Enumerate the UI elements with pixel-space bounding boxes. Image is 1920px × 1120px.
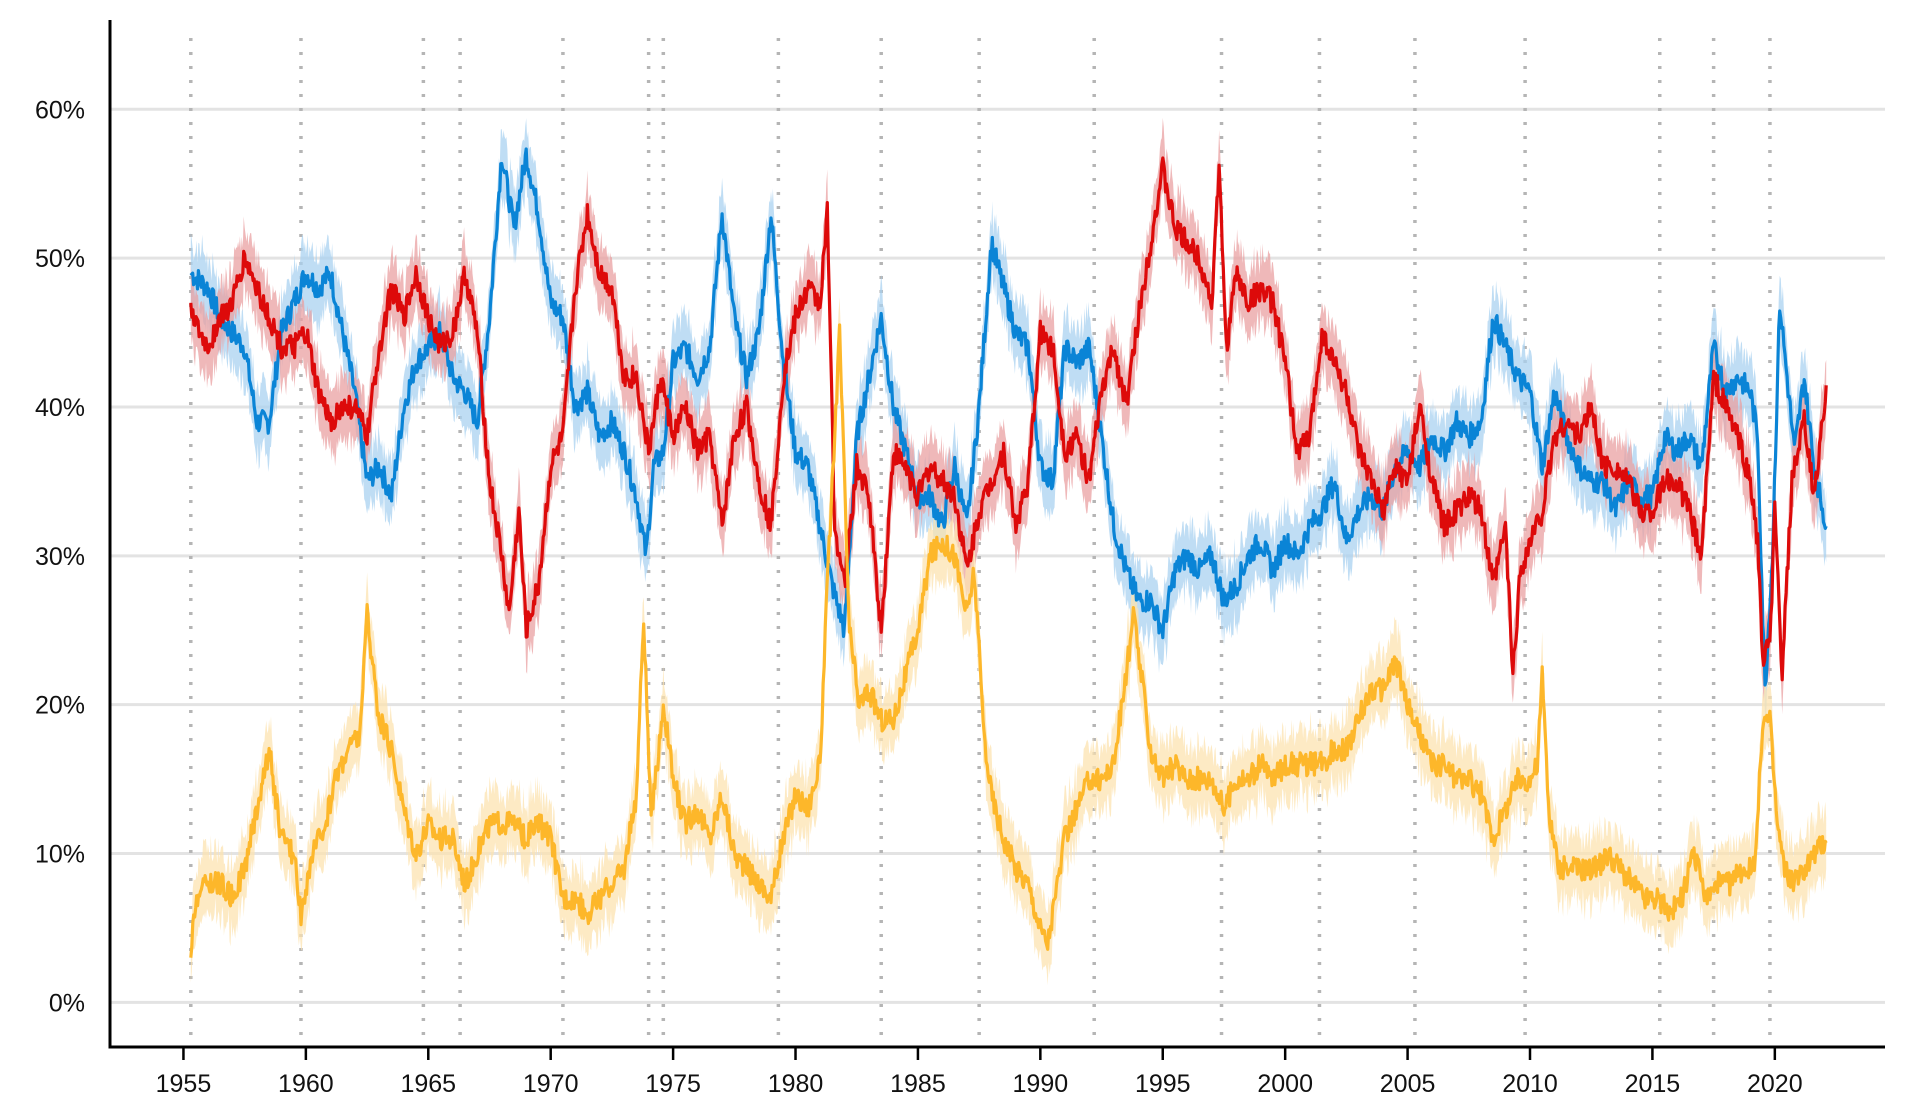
x-tick-label-6: 1985 — [890, 1070, 946, 1098]
series-2-band — [190, 297, 1827, 986]
x-tick-labels: 1955 1960 1965 1970 1975 1980 1985 1990 1995 2000… — [156, 1047, 1803, 1098]
y-tick-label-2: 20% — [35, 692, 85, 720]
x-tick-label-12: 2015 — [1625, 1070, 1681, 1098]
series-0-line — [189, 147, 1828, 687]
x-tick-label-1: 1960 — [278, 1070, 334, 1098]
series-1-band — [190, 117, 1827, 715]
y-tick-label-4: 40% — [35, 394, 85, 422]
series-1-line — [189, 156, 1828, 682]
series-2-line — [189, 323, 1828, 958]
y-tick-label-6: 60% — [35, 96, 85, 124]
x-tick-label-2: 1965 — [400, 1070, 456, 1098]
y-tick-labels: 0% 10% 20% 30% 40% 50% 60% — [35, 96, 85, 1017]
x-tick-label-13: 2020 — [1747, 1070, 1803, 1098]
x-tick-label-3: 1970 — [523, 1070, 579, 1098]
x-tick-label-4: 1975 — [645, 1070, 701, 1098]
y-tick-label-0: 0% — [49, 989, 85, 1017]
series-lines — [189, 147, 1828, 958]
x-tick-label-10: 2005 — [1380, 1070, 1436, 1098]
x-tick-label-7: 1990 — [1013, 1070, 1069, 1098]
y-tick-label-3: 30% — [35, 543, 85, 571]
y-tick-label-1: 10% — [35, 841, 85, 869]
axes — [108, 20, 1885, 1049]
y-tick-label-5: 50% — [35, 245, 85, 273]
x-tick-label-11: 2010 — [1502, 1070, 1558, 1098]
x-tick-label-8: 1995 — [1135, 1070, 1191, 1098]
x-tick-label-5: 1980 — [768, 1070, 824, 1098]
x-tick-label-9: 2000 — [1257, 1070, 1313, 1098]
x-tick-label-0: 1955 — [156, 1070, 212, 1098]
